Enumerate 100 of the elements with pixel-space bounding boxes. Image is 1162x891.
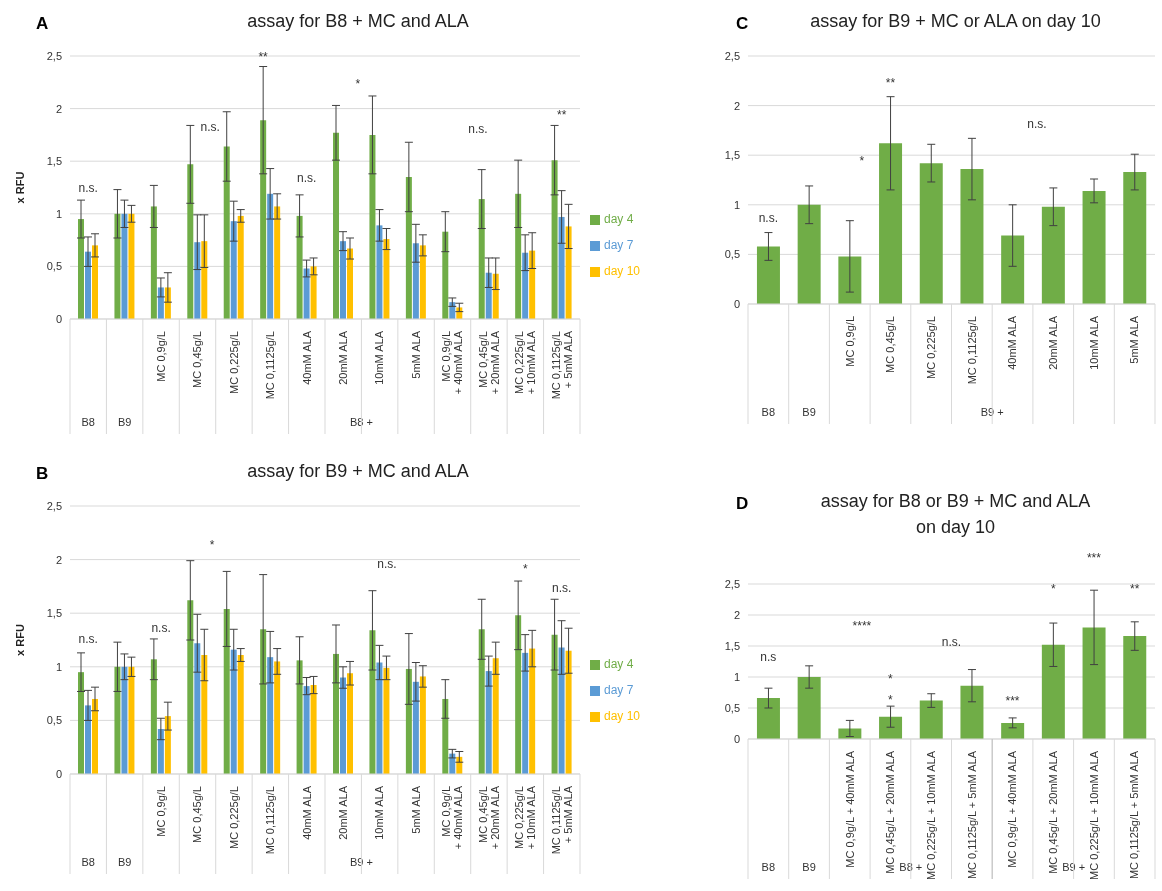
x-tick-label: 40mM ALA — [1006, 315, 1019, 370]
y-tick-label: 2,5 — [724, 49, 740, 62]
y-tick-label: 1 — [733, 670, 740, 683]
annotation: * — [887, 691, 894, 708]
bar — [223, 608, 230, 774]
bar — [230, 649, 237, 774]
bar — [419, 676, 426, 774]
bar — [260, 120, 267, 319]
bar — [419, 245, 426, 319]
y-tick-label: 1 — [55, 660, 62, 673]
x-tick-label: MC 0,9g/L + 40mM ALA — [843, 750, 856, 868]
bar — [296, 215, 303, 319]
x-tick-label: 10mM ALA — [373, 785, 386, 840]
bar — [478, 629, 485, 774]
x-tick-label: MC 0,45g/L + 20mM ALA — [1047, 750, 1060, 874]
x-tick-label: 5mM ALA — [409, 330, 422, 379]
bar — [85, 251, 92, 319]
bar — [492, 658, 499, 774]
bar — [369, 630, 376, 774]
x-tick-label: MC 0,1125g/L + 5mM ALA — [549, 330, 574, 400]
bar — [114, 213, 121, 319]
bar — [310, 266, 317, 319]
bar — [347, 673, 354, 774]
bar — [376, 225, 383, 319]
x-tick-label: MC 0,45g/L — [191, 331, 204, 388]
annotation: n.s. — [467, 120, 489, 137]
x-tick-label: MC 0,9g/L + 40mM ALA — [440, 785, 465, 850]
bar — [340, 677, 347, 774]
x-tick-label: MC 0,225g/L — [925, 316, 937, 379]
bar — [230, 221, 237, 319]
bar — [92, 245, 99, 319]
x-tick-label: 40mM ALA — [300, 330, 313, 385]
text: B8 — [761, 861, 776, 873]
annotation: n.s. — [1026, 116, 1048, 133]
y-tick-label: 2,5 — [724, 577, 740, 590]
annotation: * — [208, 536, 216, 553]
bar — [303, 686, 310, 774]
y-tick-label: 1,5 — [46, 155, 62, 168]
bar — [478, 199, 485, 319]
bar — [333, 132, 340, 319]
bar — [150, 206, 157, 319]
x-tick-label: MC 0,9g/L — [154, 331, 167, 382]
bar — [1123, 172, 1147, 304]
bar — [485, 671, 492, 774]
x-tick-label: 10mM ALA — [1087, 315, 1100, 370]
legend-label: day 10 — [604, 264, 641, 278]
annotation: * — [522, 561, 529, 578]
text: B8 — [761, 406, 776, 418]
y-tick-label: 2 — [733, 99, 740, 112]
annotation: *** — [1004, 692, 1021, 709]
x-tick-label: 10mM ALA — [373, 330, 386, 385]
bar — [558, 216, 565, 319]
y-tick-label: 0 — [733, 732, 740, 745]
bar — [529, 250, 536, 319]
bar — [879, 716, 903, 739]
bar — [797, 677, 821, 739]
y-tick-label: 0,5 — [724, 701, 740, 714]
bar — [310, 685, 317, 774]
text: B9 + — [1062, 861, 1086, 873]
x-tick-label: MC 0,9g/L — [154, 786, 167, 837]
bar — [756, 698, 780, 739]
bar — [85, 705, 92, 774]
x-tick-label: MC 0,1125g/L — [264, 786, 277, 855]
bar — [919, 700, 943, 739]
bar — [296, 660, 303, 774]
x-tick-label: MC 0,45g/L — [191, 786, 204, 843]
legend-label: day 7 — [604, 238, 634, 252]
x-tick-label: MC 0,45g/L — [884, 316, 897, 373]
x-tick-label: MC 0,1125g/L — [965, 316, 978, 385]
bar — [121, 666, 128, 774]
bar — [383, 239, 390, 319]
y-tick-label: 1 — [733, 198, 740, 211]
bar — [128, 666, 135, 774]
chart-title: assay for B9 + MC and ALA — [247, 461, 469, 481]
x-tick-label: MC 0,1125g/L + 5mM ALA — [1128, 750, 1141, 880]
x-tick-label: 20mM ALA — [1047, 315, 1060, 370]
bar — [383, 667, 390, 774]
x-tick-label: MC 0,9g/L — [843, 316, 856, 367]
bar — [551, 634, 558, 774]
y-tick-label: 0,5 — [46, 260, 62, 273]
bar — [565, 226, 572, 319]
bar — [879, 143, 903, 304]
bar — [960, 169, 984, 304]
bar — [260, 629, 267, 774]
chart-title: assay for B8 + MC and ALA — [247, 11, 469, 31]
bar — [121, 213, 128, 319]
y-tick-label: 2 — [733, 608, 740, 621]
x-tick-label: MC 0,1125g/L + 5mM ALA — [965, 750, 978, 880]
x-tick-label: MC 0,45g/L + 20mM ALA — [884, 750, 897, 874]
y-axis-title: x RFU — [13, 624, 26, 656]
bar — [515, 193, 522, 319]
bar — [1082, 190, 1106, 304]
chart-title: assay for B9 + MC or ALA on day 10 — [810, 11, 1101, 31]
text: B9 + — [349, 856, 373, 868]
bar — [267, 193, 274, 319]
bar — [150, 659, 157, 774]
annotation: n.s. — [199, 118, 221, 135]
x-tick-label: MC 0,225g/L + 10mM ALA — [1087, 750, 1100, 880]
x-tick-label: MC 0,225g/L + 10mM ALA — [513, 330, 538, 395]
y-tick-label: 2 — [55, 553, 62, 566]
